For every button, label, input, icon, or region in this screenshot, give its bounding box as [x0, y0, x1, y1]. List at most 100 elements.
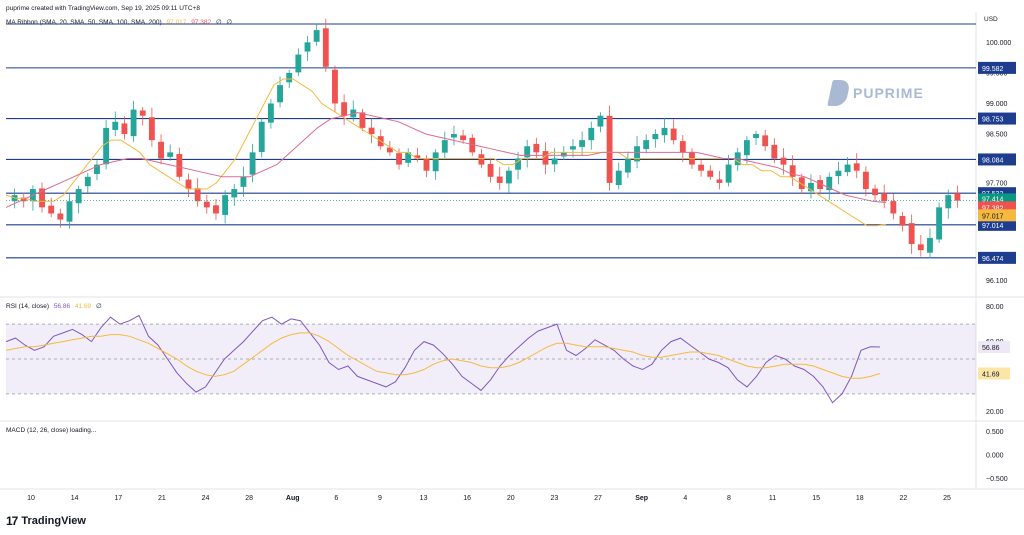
candle-body	[789, 165, 796, 177]
rsi-legend[interactable]: RSI (14, close) 56.86 41.69 ∅	[6, 302, 102, 310]
candle-body	[496, 176, 503, 183]
candle-body	[396, 153, 402, 165]
candle-body	[432, 152, 439, 172]
candle-body	[185, 179, 192, 190]
candle-body	[707, 170, 714, 177]
chart-header: puprime created with TradingView.com, Se…	[6, 5, 200, 12]
time-tick-label: Sep	[635, 495, 648, 502]
rsi-ma-current-box	[978, 367, 1010, 380]
candle-body	[817, 180, 824, 190]
time-tick-label: 22	[899, 495, 907, 502]
price-tick-label: 99.500	[986, 70, 1008, 77]
candle-body	[597, 115, 604, 127]
ma-legend-v2: 97.382	[191, 19, 212, 26]
tradingview-logo-icon: 17	[6, 514, 18, 528]
price-tick-label: 98.500	[986, 132, 1008, 139]
ma-ribbon-legend[interactable]: MA Ribbon (SMA, 20, SMA, 50, SMA, 100, S…	[6, 18, 232, 26]
price-tick-label: 97.700	[986, 180, 1008, 187]
rsi-tick-label: 80.00	[986, 304, 1004, 311]
level-label-bg	[978, 251, 1016, 264]
candle-body	[368, 127, 375, 135]
candle-body	[148, 117, 155, 141]
candle-body	[725, 164, 732, 183]
candle-body	[753, 134, 759, 138]
puprime-watermark: PUPRIME	[827, 80, 924, 106]
time-tick-label: 11	[769, 495, 776, 502]
time-tick-label: Aug	[286, 495, 300, 502]
sma50-line	[5, 112, 887, 208]
candle-body	[322, 28, 329, 67]
candle-body	[524, 146, 531, 158]
candle-body	[615, 170, 622, 186]
sma20-axis-label-bg	[978, 209, 1016, 222]
candle-body	[542, 151, 549, 165]
candle-body	[487, 163, 494, 177]
candle-body	[405, 152, 412, 163]
candle-body	[194, 188, 201, 202]
rsi-ma-current-label: 41.69	[982, 371, 1000, 378]
candle-body	[835, 170, 842, 177]
candle-body	[203, 201, 210, 208]
candle-body	[130, 109, 137, 137]
ma-legend-v3: ∅	[215, 19, 222, 26]
candle-body	[167, 152, 174, 157]
candle-body	[579, 140, 586, 147]
candle-body	[66, 201, 73, 222]
time-tick-label: 23	[551, 495, 559, 502]
candle-body	[954, 193, 961, 201]
candle-body	[414, 155, 421, 159]
time-tick-label: 6	[334, 495, 338, 502]
candle-body	[478, 154, 485, 165]
rsi-tick-label: 20.00	[986, 409, 1004, 416]
candle-body	[139, 110, 146, 116]
sma20-line	[5, 78, 887, 227]
time-tick-label: 24	[202, 495, 210, 502]
time-tick-label: 8	[727, 495, 731, 502]
candle-body	[643, 140, 650, 150]
candle-body	[652, 134, 659, 140]
level-label-bg	[978, 61, 1016, 74]
brand-name: TradingView	[21, 515, 86, 527]
candle-body	[240, 176, 247, 187]
candle-body	[927, 237, 933, 253]
candle-body	[872, 188, 878, 196]
level-label-bg	[978, 112, 1016, 125]
candle-body	[881, 193, 888, 202]
level-label: 97.014	[982, 223, 1004, 230]
candle-body	[460, 135, 467, 141]
level-label: 98.084	[982, 157, 1004, 164]
candle-body	[451, 134, 457, 138]
candle-body	[304, 42, 311, 52]
candle-body	[359, 112, 366, 128]
time-tick-label: 16	[463, 495, 471, 502]
currency-label: USD	[984, 16, 998, 23]
candle-body	[716, 179, 723, 183]
candle-body	[39, 188, 45, 208]
time-tick-label: 18	[856, 495, 864, 502]
candle-body	[286, 72, 293, 83]
candle-body	[295, 54, 302, 73]
macd-legend[interactable]: MACD (12, 26, close) loading...	[6, 427, 97, 434]
candle-body	[826, 176, 833, 191]
candle-body	[570, 146, 576, 150]
price-tick-label: 99.000	[986, 101, 1008, 108]
candle-body	[258, 121, 265, 153]
candle-body	[945, 195, 952, 209]
rsi-legend-v1: 56.86	[53, 303, 71, 310]
time-tick-label: 13	[420, 495, 428, 502]
tradingview-brand[interactable]: 17 TradingView	[6, 514, 86, 528]
candle-body	[917, 244, 924, 251]
candle-body	[560, 152, 567, 157]
time-tick-label: 15	[812, 495, 820, 502]
candle-body	[890, 201, 897, 214]
ma-legend-v1: 97.017	[166, 19, 187, 26]
candle-body	[588, 127, 595, 141]
candle-body	[899, 216, 906, 226]
time-tick-label: 25	[943, 495, 951, 502]
time-tick-label: 20	[507, 495, 515, 502]
candle-body	[908, 223, 915, 245]
rsi-current-label: 56.86	[982, 345, 1000, 352]
level-label-bg	[978, 153, 1016, 166]
candle-body	[469, 137, 476, 153]
